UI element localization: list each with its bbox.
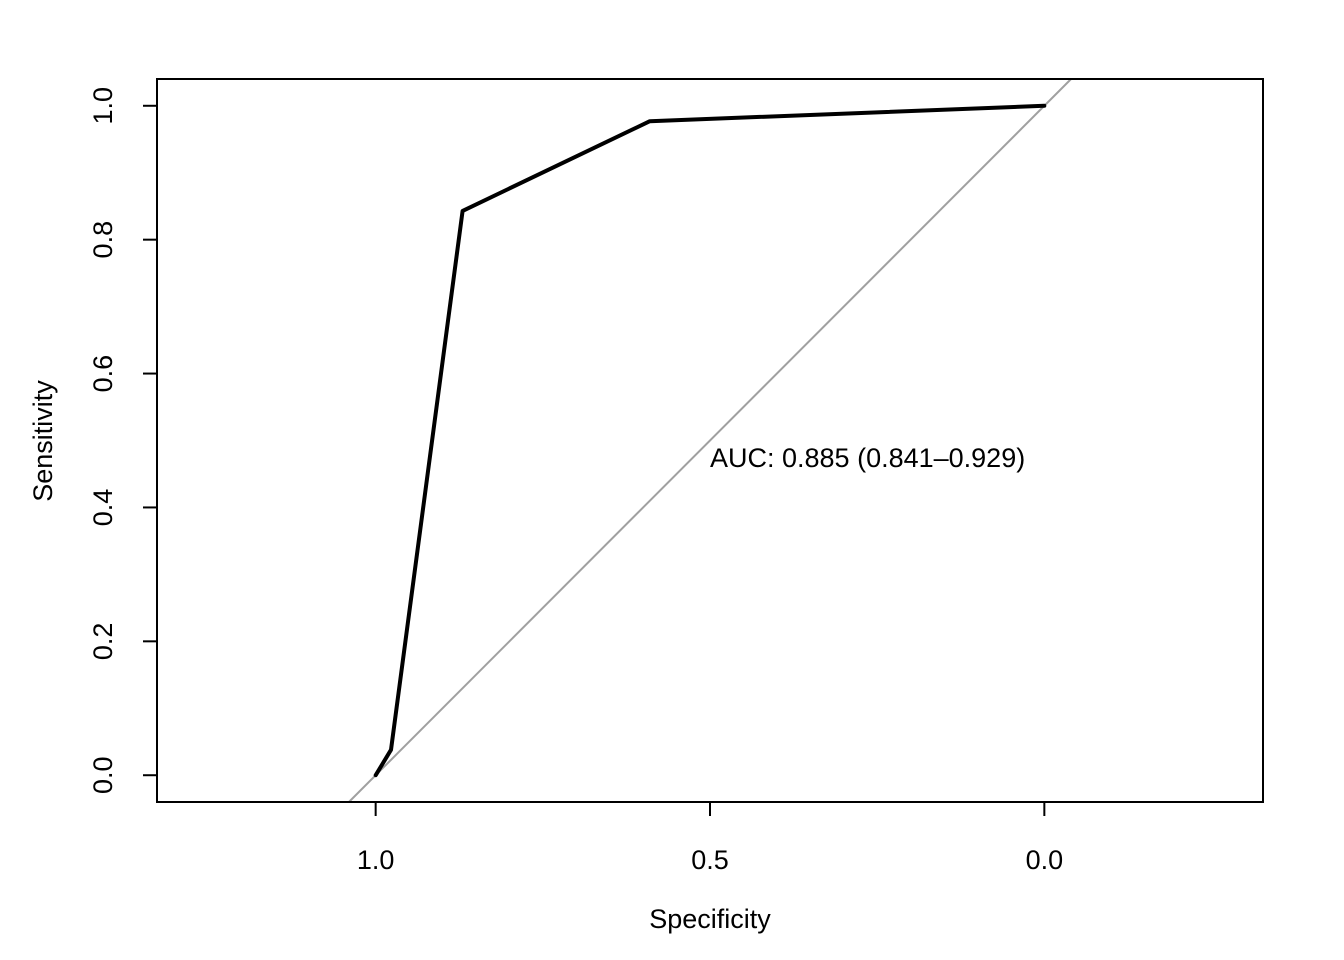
auc-annotation: AUC: 0.885 (0.841–0.929): [710, 443, 1025, 473]
curve-layer: [373, 103, 1047, 778]
y-axis-label: Sensitivity: [28, 380, 58, 502]
roc-curve-line: [373, 103, 1047, 778]
y-tick-label: 1.0: [88, 87, 118, 125]
x-tick-label: 0.5: [691, 845, 729, 875]
y-tick-label: 0.2: [88, 623, 118, 661]
reference-diagonal-line: [348, 78, 1072, 803]
y-tick-label: 0.8: [88, 221, 118, 259]
x-tick-label: 0.0: [1026, 845, 1064, 875]
x-axis: 1.0 0.5 0.0: [357, 801, 1064, 875]
x-tick-label: 1.0: [357, 845, 395, 875]
y-axis: 0.0 0.2 0.4 0.6 0.8 1.0: [88, 87, 158, 794]
y-tick-label: 0.4: [88, 489, 118, 527]
x-axis-label: Specificity: [649, 904, 771, 934]
y-tick-label: 0.6: [88, 355, 118, 393]
reference-layer: [348, 78, 1072, 803]
y-tick-label: 0.0: [88, 756, 118, 794]
